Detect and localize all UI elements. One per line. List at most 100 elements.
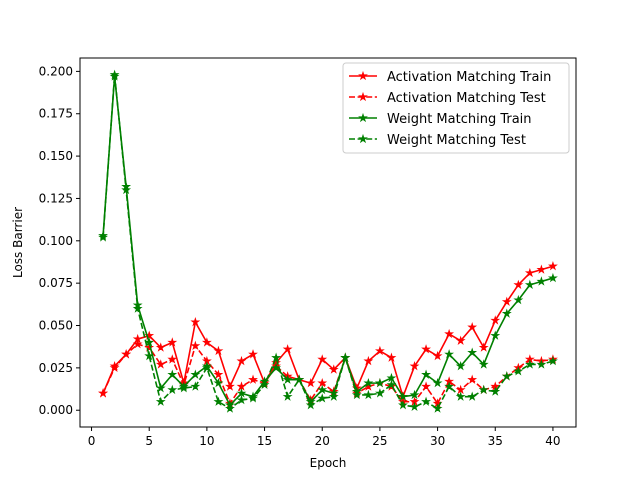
data-point — [282, 374, 293, 384]
plot-frame — [79, 57, 577, 428]
data-point — [501, 308, 512, 318]
y-tick-label: 0.200 — [39, 64, 73, 78]
data-point — [421, 344, 431, 354]
data-point — [421, 369, 431, 379]
legend: Activation Matching Train Activation Matc… — [342, 62, 570, 154]
data-point — [524, 279, 535, 290]
data-point — [317, 354, 328, 364]
data-point — [444, 349, 455, 359]
data-point — [213, 345, 224, 356]
data-point — [248, 393, 258, 403]
data-point — [190, 381, 201, 391]
data-point — [374, 377, 385, 388]
x-tick-label: 40 — [545, 434, 560, 448]
series-layer — [98, 69, 558, 413]
y-tick-label: 0.175 — [39, 107, 73, 121]
data-point — [225, 403, 235, 413]
legend-item: Weight Matching Train — [349, 112, 532, 127]
data-point — [363, 377, 374, 388]
data-point — [121, 184, 132, 195]
data-point — [455, 391, 466, 401]
data-point — [478, 342, 489, 352]
data-point — [317, 393, 328, 403]
data-point — [490, 330, 501, 340]
y-axis-ticks: 0.000 0.025 0.050 0.075 0.100 0.125 0.150 0.175… — [39, 64, 80, 417]
data-point — [167, 354, 178, 364]
data-point — [513, 294, 524, 305]
data-point — [190, 316, 201, 327]
y-axis-label: Loss Barrier — [11, 207, 25, 278]
data-point — [340, 352, 351, 362]
data-point — [501, 371, 512, 381]
legend-marker — [358, 70, 368, 81]
series-4 — [98, 69, 558, 413]
data-point — [490, 315, 501, 325]
data-point — [98, 232, 108, 242]
data-point — [305, 377, 316, 388]
data-point — [155, 342, 166, 352]
x-tick-label: 15 — [257, 434, 272, 448]
data-point — [155, 396, 166, 406]
data-point — [213, 396, 224, 406]
data-point — [236, 381, 247, 391]
data-point — [225, 381, 235, 391]
legend-marker — [358, 133, 368, 144]
data-point — [155, 359, 166, 369]
data-point — [467, 347, 478, 357]
data-point — [398, 391, 408, 401]
data-point — [536, 264, 547, 274]
data-point — [386, 379, 397, 389]
data-point — [109, 69, 120, 79]
data-point — [236, 355, 247, 366]
data-point — [271, 362, 282, 373]
legend-label: Weight Matching Test — [387, 133, 526, 148]
data-point — [409, 389, 420, 400]
data-point — [328, 391, 339, 401]
legend-label: Activation Matching Test — [387, 91, 546, 106]
x-axis-ticks: 0 5 10 15 20 25 30 35 40 — [88, 427, 561, 448]
data-point — [467, 391, 478, 401]
series-line — [102, 265, 554, 398]
legend-label: Weight Matching Train — [387, 112, 532, 127]
x-tick-label: 25 — [372, 434, 387, 448]
x-axis-label: Epoch — [310, 456, 347, 470]
data-point — [213, 369, 224, 379]
data-point — [478, 359, 489, 369]
data-point — [374, 345, 385, 356]
data-point — [536, 359, 547, 369]
data-point — [132, 303, 143, 313]
data-point — [386, 352, 397, 362]
data-point — [524, 267, 535, 278]
data-point — [167, 384, 178, 395]
data-point — [167, 337, 178, 347]
data-point — [259, 379, 270, 389]
data-point — [282, 391, 293, 401]
y-tick-label: 0.050 — [39, 319, 73, 333]
x-tick-label: 0 — [88, 434, 96, 448]
data-point — [201, 362, 212, 373]
data-point — [190, 369, 201, 379]
data-point — [501, 296, 512, 306]
data-point — [294, 374, 305, 384]
legend-box — [342, 62, 570, 154]
x-tick-label: 10 — [199, 434, 214, 448]
data-point — [432, 377, 443, 388]
data-point — [478, 384, 489, 395]
data-point — [248, 374, 258, 384]
legend-item: Activation Matching Train — [349, 70, 551, 85]
x-tick-label: 5 — [145, 434, 153, 448]
data-point — [409, 361, 420, 371]
data-point — [121, 349, 132, 359]
legend-label: Activation Matching Train — [387, 70, 551, 85]
data-point — [317, 377, 328, 388]
data-point — [236, 394, 247, 405]
y-tick-label: 0.025 — [39, 361, 73, 375]
legend-item: Activation Matching Test — [349, 91, 546, 106]
data-point — [513, 366, 524, 376]
data-point — [271, 352, 282, 362]
data-point — [524, 359, 535, 369]
data-point — [490, 386, 501, 396]
y-tick-label: 0.000 — [39, 403, 73, 417]
